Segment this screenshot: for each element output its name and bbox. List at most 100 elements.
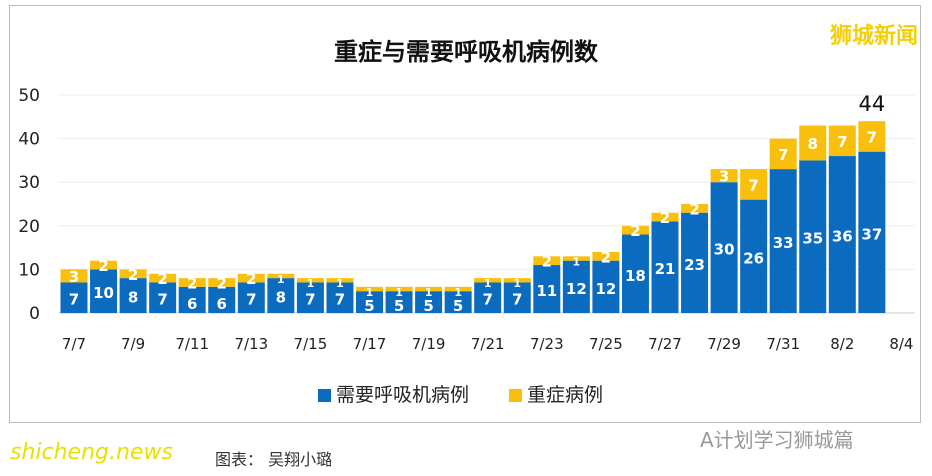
bar-ventilator [799, 160, 827, 313]
data-label-ventilator: 5 [394, 297, 404, 315]
legend-swatch [509, 389, 523, 402]
bar-ventilator [503, 282, 531, 313]
bar-severe [533, 256, 561, 266]
x-tick-label: 7/21 [471, 335, 505, 353]
legend-item-ventilator: 需要呼吸机病例 [318, 380, 469, 407]
bar-severe [385, 286, 413, 292]
x-tick-label: 7/23 [530, 335, 564, 353]
bar-severe [858, 121, 886, 152]
data-label-severe: 1 [513, 277, 521, 290]
data-label-ventilator: 7 [335, 291, 345, 309]
data-label-severe: 1 [395, 286, 403, 299]
legend-label: 重症病例 [527, 384, 604, 406]
caption-credit: 图表： 吴翔小璐 [215, 450, 333, 469]
bar-ventilator [858, 151, 886, 313]
data-label-ventilator: 7 [482, 291, 492, 309]
bar-ventilator [90, 269, 118, 313]
bar-severe [503, 278, 531, 283]
y-tick-label: 10 [18, 260, 40, 280]
data-label-severe: 1 [454, 286, 462, 299]
data-label-severe: 7 [837, 133, 847, 151]
y-tick-label: 0 [29, 304, 40, 324]
data-label-ventilator: 12 [595, 280, 616, 298]
bar-severe [621, 225, 649, 235]
bar-ventilator [237, 282, 265, 313]
bar-ventilator [178, 286, 206, 313]
y-tick-label: 50 [18, 86, 40, 106]
bar-severe [208, 278, 236, 287]
bar-severe [296, 278, 324, 283]
bar-severe [474, 278, 502, 283]
bar-ventilator [385, 291, 413, 313]
data-label-severe: 2 [98, 257, 108, 275]
bar-severe [828, 125, 856, 157]
total-annotation: 44 [858, 92, 885, 116]
data-label-severe: 2 [128, 266, 138, 284]
bar-ventilator [562, 260, 590, 313]
x-tick-label: 7/17 [353, 335, 387, 353]
bar-ventilator [740, 199, 768, 313]
bar-severe [178, 278, 206, 287]
bar-ventilator [60, 282, 88, 313]
data-label-ventilator: 7 [305, 291, 315, 309]
data-label-ventilator: 35 [802, 230, 823, 248]
x-tick-label: 7/7 [62, 335, 86, 353]
chart-frame [9, 5, 921, 423]
data-label-ventilator: 11 [536, 282, 557, 300]
bar-ventilator [208, 286, 236, 313]
data-label-ventilator: 5 [423, 297, 433, 315]
bar-severe [267, 273, 295, 279]
data-label-ventilator: 26 [743, 249, 764, 267]
data-label-ventilator: 12 [566, 280, 587, 298]
bar-severe [356, 286, 383, 292]
data-label-severe: 2 [187, 274, 197, 292]
data-label-severe: 1 [307, 277, 315, 290]
data-label-ventilator: 7 [157, 291, 167, 309]
bar-severe [740, 169, 768, 200]
data-label-severe: 2 [660, 209, 670, 227]
data-label-ventilator: 21 [655, 260, 676, 278]
legend: 需要呼吸机病例 重症病例 [318, 380, 603, 407]
data-label-ventilator: 8 [128, 289, 138, 307]
legend-swatch [318, 389, 331, 402]
data-label-severe: 2 [601, 248, 611, 266]
bar-ventilator [710, 182, 738, 313]
bar-severe [592, 251, 620, 261]
bar-severe [149, 273, 177, 283]
data-label-severe: 2 [246, 270, 256, 288]
x-tick-label: 7/27 [648, 335, 682, 353]
data-label-severe: 3 [719, 168, 729, 186]
data-label-severe: 1 [336, 277, 344, 290]
bar-ventilator [326, 282, 354, 313]
data-label-ventilator: 5 [453, 297, 463, 315]
data-label-ventilator: 6 [187, 295, 197, 313]
data-label-severe: 8 [808, 135, 818, 153]
y-tick-label: 20 [18, 217, 40, 237]
data-label-severe: 3 [69, 268, 79, 286]
bar-ventilator [769, 169, 797, 313]
data-label-severe: 1 [573, 255, 581, 268]
data-label-ventilator: 5 [364, 297, 374, 315]
data-label-severe: 2 [217, 274, 227, 292]
x-tick-label: 7/31 [766, 335, 800, 353]
bar-ventilator [533, 265, 561, 313]
bar-ventilator [356, 291, 383, 313]
bar-severe [651, 212, 679, 222]
bar-severe [119, 269, 147, 279]
data-label-severe: 2 [689, 200, 699, 218]
data-label-ventilator: 6 [217, 295, 227, 313]
legend-label: 需要呼吸机病例 [336, 384, 470, 406]
data-label-severe: 1 [366, 286, 374, 299]
data-label-ventilator: 10 [93, 284, 114, 302]
x-tick-label: 8/4 [889, 335, 913, 353]
bar-severe [326, 278, 354, 283]
x-tick-label: 7/15 [294, 335, 328, 353]
bar-ventilator [592, 260, 620, 313]
bar-ventilator [828, 156, 856, 313]
data-label-severe: 2 [542, 253, 552, 271]
data-label-ventilator: 7 [246, 291, 256, 309]
data-label-ventilator: 18 [625, 267, 646, 285]
chart-title: 重症与需要呼吸机病例数 [334, 38, 598, 66]
data-label-ventilator: 7 [512, 291, 522, 309]
